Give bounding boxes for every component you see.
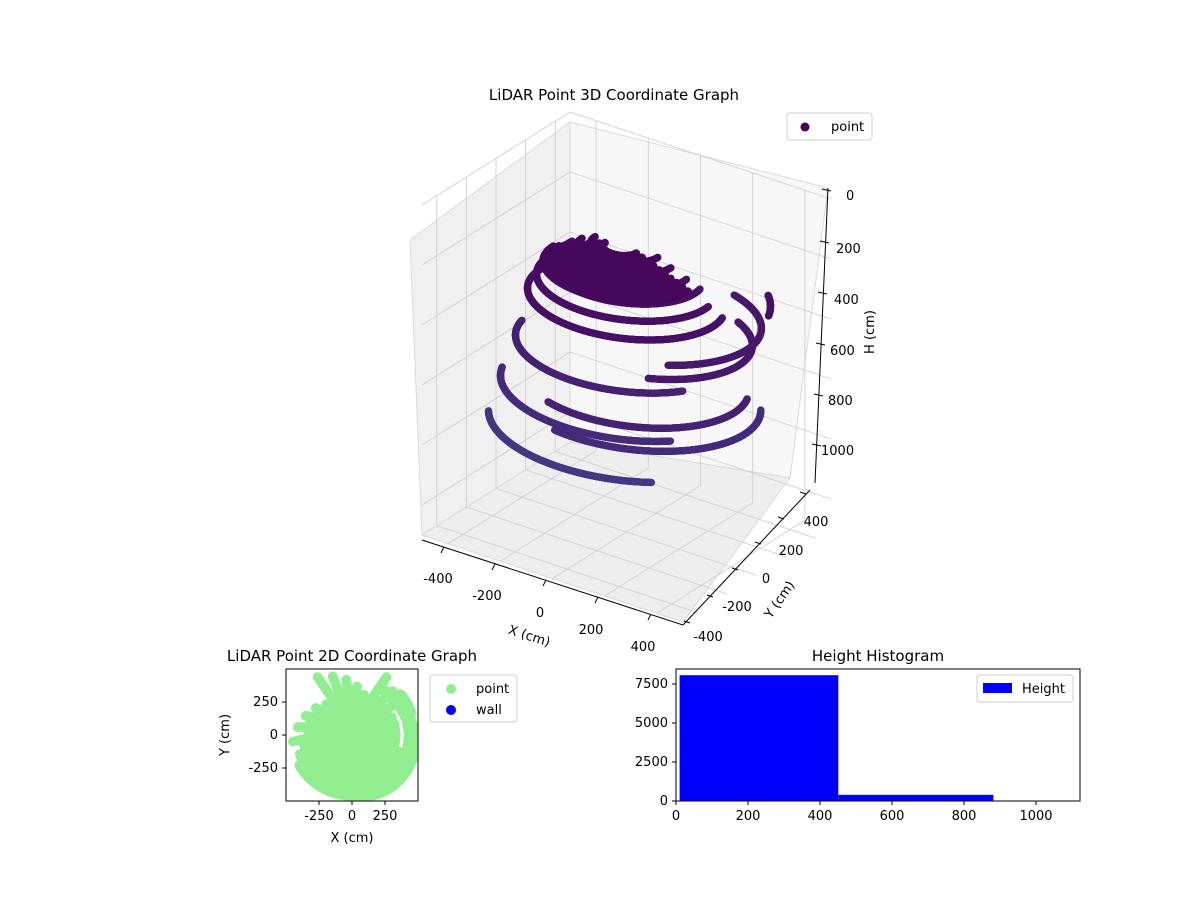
- grid-line-3d: [604, 502, 753, 597]
- point-cloud-3d: [484, 233, 775, 487]
- grid-line-3d: [421, 171, 832, 266]
- point-3d: [764, 291, 772, 299]
- grid-line-3d: [495, 488, 758, 576]
- grid-line-3d: [421, 111, 832, 206]
- point-3d: [667, 264, 675, 272]
- grid-line-3d: [656, 519, 806, 614]
- grid-line-3d: [421, 351, 832, 446]
- point-3d: [718, 314, 726, 322]
- point-3d: [696, 285, 704, 293]
- point-3d: [654, 253, 662, 261]
- chart-3d-title: LiDAR Point 3D Coordinate Graph: [489, 86, 739, 104]
- grid-line-3d: [555, 450, 817, 539]
- chart-3d: LiDAR Point 3D Coordinate Graph -400 -20…: [409, 86, 878, 655]
- grid-line-3d: [525, 469, 787, 558]
- point-3d: [682, 275, 691, 283]
- grid-line-3d: [421, 231, 832, 326]
- point-3d: [704, 303, 713, 311]
